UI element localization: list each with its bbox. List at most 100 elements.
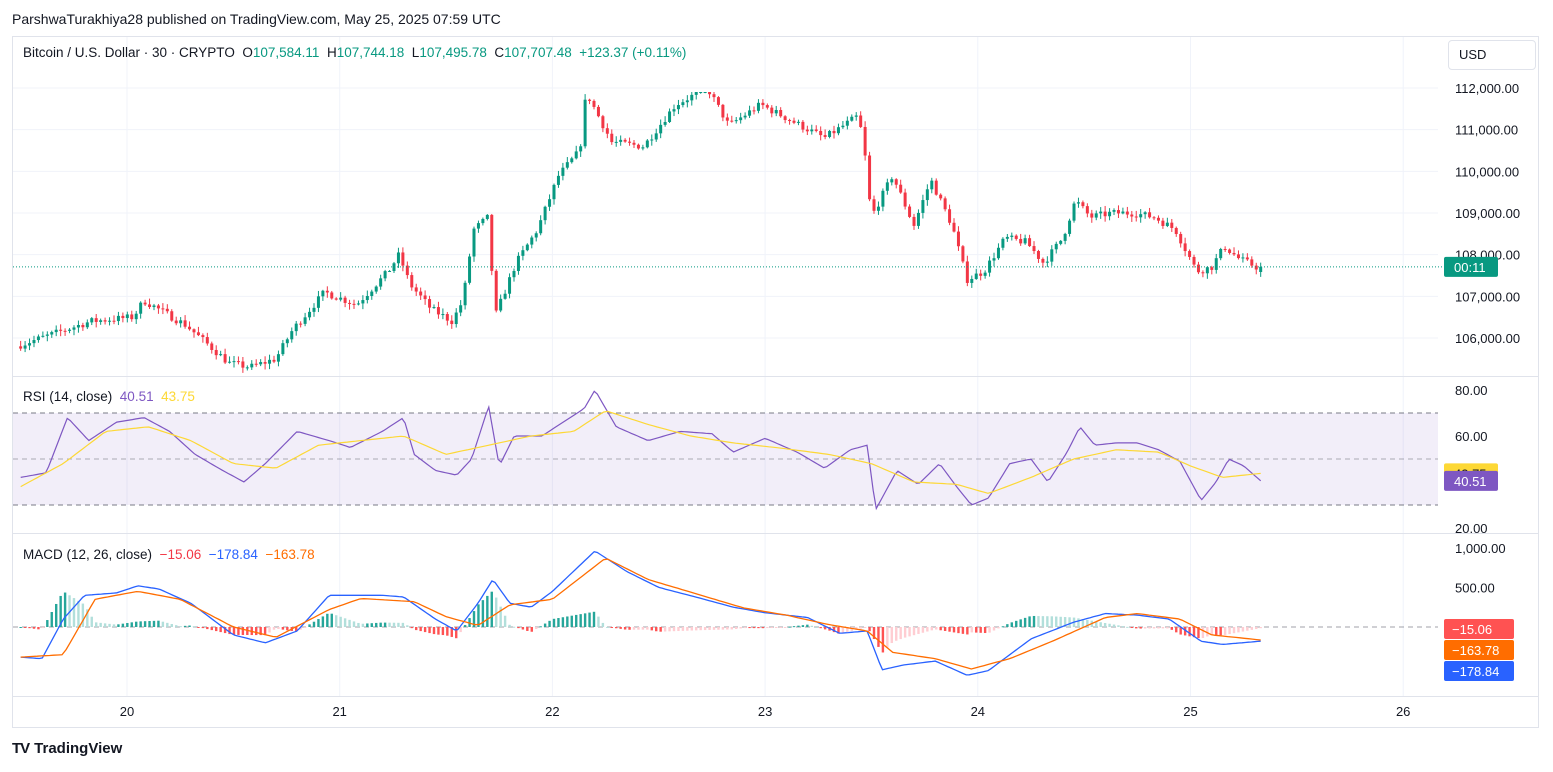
candle-body <box>259 362 263 365</box>
candle-body <box>401 252 405 266</box>
candle-body <box>361 300 365 304</box>
macd-histogram-bar <box>637 627 640 630</box>
rsi-legend[interactable]: RSI (14, close) 40.51 43.75 <box>23 389 195 404</box>
macd-histogram-bar <box>641 627 645 630</box>
macd-histogram-bar <box>1010 622 1013 627</box>
candle-body <box>810 129 814 132</box>
candle-body <box>1192 256 1196 265</box>
time-tick-label: 26 <box>1396 704 1410 719</box>
candle-body <box>1001 238 1005 248</box>
macd-histogram-bar <box>886 627 889 648</box>
candle-body <box>272 359 276 362</box>
macd-histogram-bar <box>1237 627 1240 633</box>
candle-body <box>850 116 854 121</box>
macd-badge <box>1444 661 1514 681</box>
macd-histogram-bar <box>717 627 720 630</box>
macd-histogram-bar <box>232 627 236 635</box>
candle-body <box>619 139 623 142</box>
candle-body <box>899 184 903 193</box>
macd-histogram-bar <box>988 627 991 633</box>
candle-body <box>388 270 392 272</box>
macd-histogram-bar <box>530 627 533 632</box>
candle-body <box>881 190 885 207</box>
candle-body <box>1014 235 1018 239</box>
price-tick-label: 106,000.00 <box>1455 331 1520 346</box>
macd-histogram-bar <box>1130 627 1133 628</box>
rsi-ma-value: 43.75 <box>161 389 195 404</box>
candle-body <box>316 296 320 308</box>
candle-body <box>961 246 965 262</box>
macd-histogram-bar <box>237 627 240 635</box>
candle-body <box>1068 220 1072 234</box>
candle-body <box>348 302 352 304</box>
macd-legend[interactable]: MACD (12, 26, close) −15.06 −178.84 −163… <box>23 547 315 562</box>
candle-body <box>241 361 245 368</box>
macd-histogram-bar <box>495 597 498 627</box>
macd-histogram-bar <box>1259 627 1262 629</box>
candle-body <box>174 320 178 324</box>
macd-histogram-bar <box>1103 622 1107 627</box>
macd-histogram-bar <box>1117 625 1120 627</box>
candle-body <box>383 271 387 279</box>
candle-body <box>632 142 636 145</box>
macd-label: MACD (12, 26, close) <box>23 547 153 562</box>
candle-body <box>454 312 458 325</box>
macd-histogram-bar <box>321 616 325 627</box>
candle-body <box>859 115 863 127</box>
candle-body <box>739 117 743 121</box>
candle-body <box>885 182 889 191</box>
candle-body <box>645 140 649 148</box>
macd-histogram-bar <box>926 627 929 632</box>
macd-histogram-bar <box>1228 627 1231 635</box>
candle-body <box>956 231 960 247</box>
low-value: 107,495.78 <box>419 45 487 60</box>
candle-body <box>903 192 907 207</box>
macd-histogram-bar <box>179 626 182 628</box>
macd-histogram-bar <box>197 627 200 628</box>
candle-body <box>294 323 298 332</box>
candle-body <box>890 179 894 183</box>
macd-histogram-bar <box>432 627 436 635</box>
candle-body <box>948 209 952 223</box>
candle-body <box>548 199 552 207</box>
candle-body <box>143 302 147 305</box>
candle-body <box>516 255 520 272</box>
macd-histogram-bar <box>592 611 596 627</box>
tradingview-brand[interactable]: TV TradingView <box>12 740 122 757</box>
candle-body <box>1254 265 1258 270</box>
macd-histogram-bar <box>695 627 698 631</box>
candle-body <box>183 320 187 327</box>
high-value: 107,744.18 <box>336 45 405 60</box>
macd-histogram-bar <box>659 627 662 632</box>
symbol-legend[interactable]: Bitcoin / U.S. Dollar · 30 · CRYPTO O107… <box>23 45 686 60</box>
macd-histogram-bar <box>672 627 676 632</box>
macd-histogram-bar <box>170 624 173 627</box>
candle-body <box>921 200 925 213</box>
macd-histogram-bar <box>1135 627 1138 629</box>
candle-body <box>1143 212 1147 215</box>
macd-histogram-bar <box>961 627 965 634</box>
candle-body <box>436 307 440 315</box>
macd-histogram-bar <box>63 592 67 627</box>
macd-histogram-bar <box>223 627 227 634</box>
time-tick-label: 21 <box>332 704 346 719</box>
macd-histogram-bar <box>677 627 680 632</box>
macd-histogram-bar <box>632 627 636 630</box>
macd-histogram-bar <box>930 627 933 631</box>
macd-histogram-bar <box>872 627 876 640</box>
candle-body <box>623 139 627 142</box>
currency-button[interactable]: USD <box>1448 40 1536 70</box>
macd-histogram-bar <box>681 627 685 631</box>
candle-body <box>970 278 974 283</box>
macd-histogram-bar <box>757 627 760 629</box>
candle-body <box>1019 238 1023 244</box>
candle-body <box>521 250 525 256</box>
macd-histogram-bar <box>521 627 525 630</box>
candle-body <box>463 282 467 306</box>
macd-histogram-bar <box>295 627 298 632</box>
candle-body <box>330 292 334 299</box>
rsi-value: 40.51 <box>119 389 154 404</box>
macd-histogram-bar <box>121 623 125 627</box>
macd-histogram-bar <box>975 627 978 633</box>
